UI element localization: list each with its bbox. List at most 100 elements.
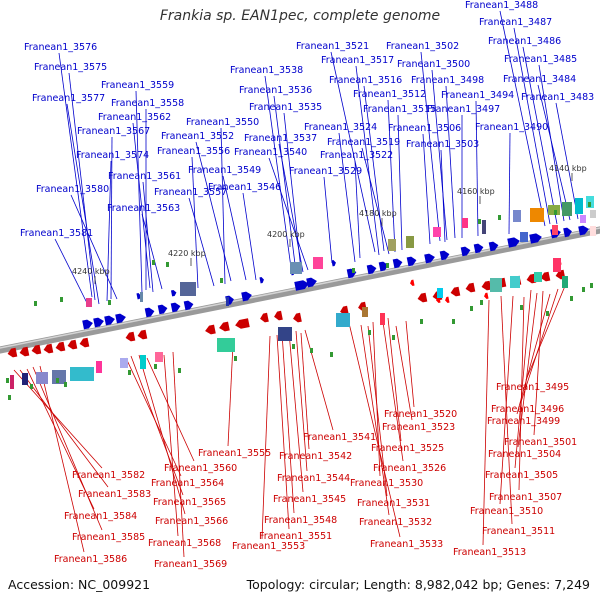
bottom-connector-line bbox=[387, 317, 402, 442]
reverse-gene-arrow bbox=[19, 346, 30, 357]
top-connector-line bbox=[222, 175, 247, 281]
forward-gene-arrow bbox=[294, 280, 309, 291]
reverse-gene-arrow-shape bbox=[417, 292, 428, 303]
bottom-connector-line bbox=[516, 293, 551, 415]
forward-gene-arrow-shape bbox=[104, 315, 115, 326]
top-gene-label: Franean1_3484 bbox=[503, 74, 576, 85]
top-connector-line bbox=[323, 176, 333, 264]
top-gene-label: Franean1_3536 bbox=[239, 85, 312, 96]
bottom-connector-line bbox=[295, 330, 308, 472]
bottom-connector-line bbox=[514, 289, 532, 469]
top-connector-line bbox=[355, 65, 380, 256]
forward-gene-arrow-shape bbox=[241, 291, 252, 302]
forward-gene-arrow bbox=[366, 264, 377, 275]
reverse-gene-arrow-shape bbox=[205, 324, 216, 335]
bottom-gene-label: Franean1_3545 bbox=[273, 494, 346, 505]
top-connector-line bbox=[68, 72, 96, 301]
bottom-gene-label: Franean1_3586 bbox=[54, 554, 127, 565]
top-connector-line bbox=[220, 127, 226, 285]
annotation-box bbox=[290, 262, 302, 274]
bottom-gene-label: Franean1_3496 bbox=[491, 404, 564, 415]
position-label: 4160 kbp bbox=[457, 187, 495, 196]
annotation-box bbox=[36, 372, 48, 384]
reverse-gene-arrow bbox=[125, 331, 136, 342]
feature-mark bbox=[220, 278, 223, 283]
top-connector-line bbox=[387, 99, 396, 253]
bottom-connector-line bbox=[518, 296, 525, 491]
forward-gene-arrow-shape bbox=[473, 243, 484, 254]
annotation-box bbox=[155, 352, 163, 362]
forward-gene-arrow-shape bbox=[529, 233, 542, 244]
bottom-connector-line bbox=[360, 324, 390, 516]
bottom-connector-line bbox=[304, 329, 334, 431]
annotation-box bbox=[510, 276, 520, 288]
feature-mark bbox=[546, 311, 549, 316]
feature-mark bbox=[30, 384, 33, 389]
bottom-gene-label: Franean1_3565 bbox=[153, 497, 226, 508]
top-connector-line bbox=[440, 149, 446, 243]
feature-mark bbox=[588, 202, 591, 207]
top-gene-label: Franean1_3515 bbox=[363, 104, 436, 115]
feature-mark bbox=[60, 297, 63, 302]
forward-gene-arrow bbox=[507, 237, 520, 248]
top-connector-line bbox=[420, 51, 441, 242]
feature-mark bbox=[470, 306, 473, 311]
annotation-box bbox=[513, 210, 521, 222]
annotation-box bbox=[590, 226, 596, 236]
forward-gene-arrow bbox=[331, 260, 336, 267]
annotation-box bbox=[482, 220, 486, 234]
bottom-connector-line bbox=[533, 290, 544, 436]
bottom-gene-label: Franean1_3548 bbox=[264, 515, 337, 526]
top-gene-label: Franean1_3490 bbox=[475, 122, 548, 133]
top-connector-line bbox=[195, 141, 232, 282]
top-gene-label: Franean1_3577 bbox=[32, 93, 105, 104]
annotation-box bbox=[552, 225, 558, 235]
reverse-gene-arrow-shape bbox=[410, 279, 415, 286]
annotation-box bbox=[86, 298, 92, 307]
top-connector-line bbox=[555, 102, 579, 220]
reverse-gene-arrow bbox=[43, 343, 54, 354]
bottom-connector-line bbox=[276, 334, 290, 530]
top-gene-label: Franean1_3581 bbox=[20, 228, 93, 239]
feature-mark bbox=[154, 364, 157, 369]
position-label: 4180 kbp bbox=[359, 209, 397, 218]
bottom-gene-label: Franean1_3553 bbox=[232, 541, 305, 552]
reverse-gene-arrow-shape bbox=[67, 339, 78, 350]
top-connector-line bbox=[422, 133, 431, 245]
reverse-gene-arrow-shape bbox=[540, 271, 551, 282]
top-gene-label: Franean1_3516 bbox=[329, 75, 402, 86]
top-connector-line bbox=[475, 100, 479, 237]
forward-gene-arrow-shape bbox=[366, 264, 377, 275]
position-label: 4240 kbp bbox=[72, 267, 110, 276]
annotation-box bbox=[562, 276, 568, 288]
annotation-box bbox=[52, 370, 66, 384]
bottom-connector-line bbox=[500, 295, 513, 525]
annotation-box bbox=[180, 282, 196, 296]
feature-mark bbox=[392, 335, 395, 340]
top-gene-label: Franean1_3562 bbox=[98, 112, 171, 123]
forward-gene-arrow-shape bbox=[488, 241, 499, 252]
reverse-gene-arrow bbox=[67, 339, 78, 350]
forward-gene-arrow-shape bbox=[439, 250, 450, 261]
top-gene-label: Franean1_3487 bbox=[479, 17, 552, 28]
feature-mark bbox=[56, 378, 59, 383]
top-connector-line bbox=[522, 46, 558, 225]
bottom-connector-line bbox=[19, 369, 109, 488]
forward-gene-arrow-shape bbox=[157, 304, 168, 315]
top-gene-label: Franean1_3529 bbox=[289, 166, 362, 177]
reverse-gene-arrow bbox=[450, 286, 461, 297]
bottom-gene-label: Franean1_3523 bbox=[382, 422, 455, 433]
bottom-gene-label: Franean1_3583 bbox=[78, 489, 151, 500]
reverse-gene-arrow-shape bbox=[484, 292, 489, 299]
topology-text: Topology: circular; Length: 8,982,042 bp… bbox=[246, 577, 590, 592]
top-connector-line bbox=[338, 132, 356, 263]
top-gene-label: Franean1_3524 bbox=[304, 122, 377, 133]
annotation-box bbox=[278, 327, 292, 341]
reverse-gene-arrow-shape bbox=[436, 296, 441, 303]
top-gene-label: Franean1_3546 bbox=[208, 182, 281, 193]
top-gene-label: Franean1_3502 bbox=[386, 41, 459, 52]
bottom-gene-label: Franean1_3530 bbox=[350, 478, 423, 489]
top-connector-line bbox=[54, 238, 88, 304]
feature-mark bbox=[310, 348, 313, 353]
feature-mark bbox=[480, 300, 483, 305]
